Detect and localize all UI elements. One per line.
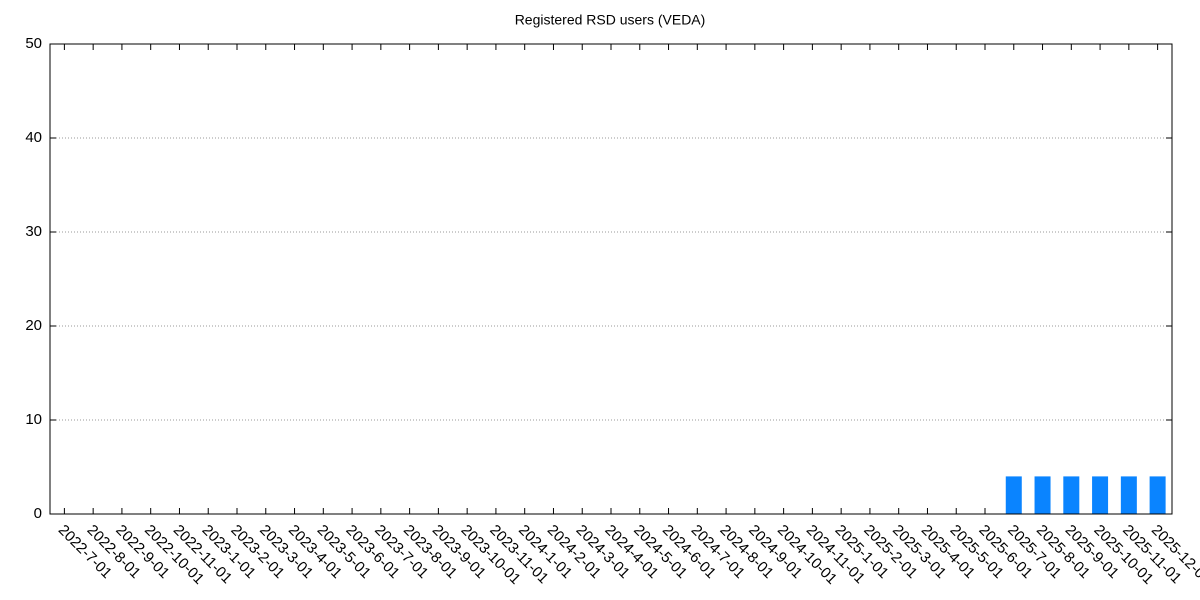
bar xyxy=(1092,476,1109,514)
y-tick-label: 0 xyxy=(34,505,42,522)
y-tick-label: 50 xyxy=(25,35,42,52)
bar xyxy=(1005,476,1022,514)
plot-border xyxy=(49,43,1173,515)
y-tick-label: 10 xyxy=(25,411,42,428)
bar xyxy=(1120,476,1137,514)
bar xyxy=(1149,476,1166,514)
y-tick-label: 20 xyxy=(25,317,42,334)
bar xyxy=(1063,476,1080,514)
y-tick-label: 30 xyxy=(25,223,42,240)
bar xyxy=(1034,476,1051,514)
chart-title: Registered RSD users (VEDA) xyxy=(515,12,706,28)
y-tick-label: 40 xyxy=(25,129,42,146)
